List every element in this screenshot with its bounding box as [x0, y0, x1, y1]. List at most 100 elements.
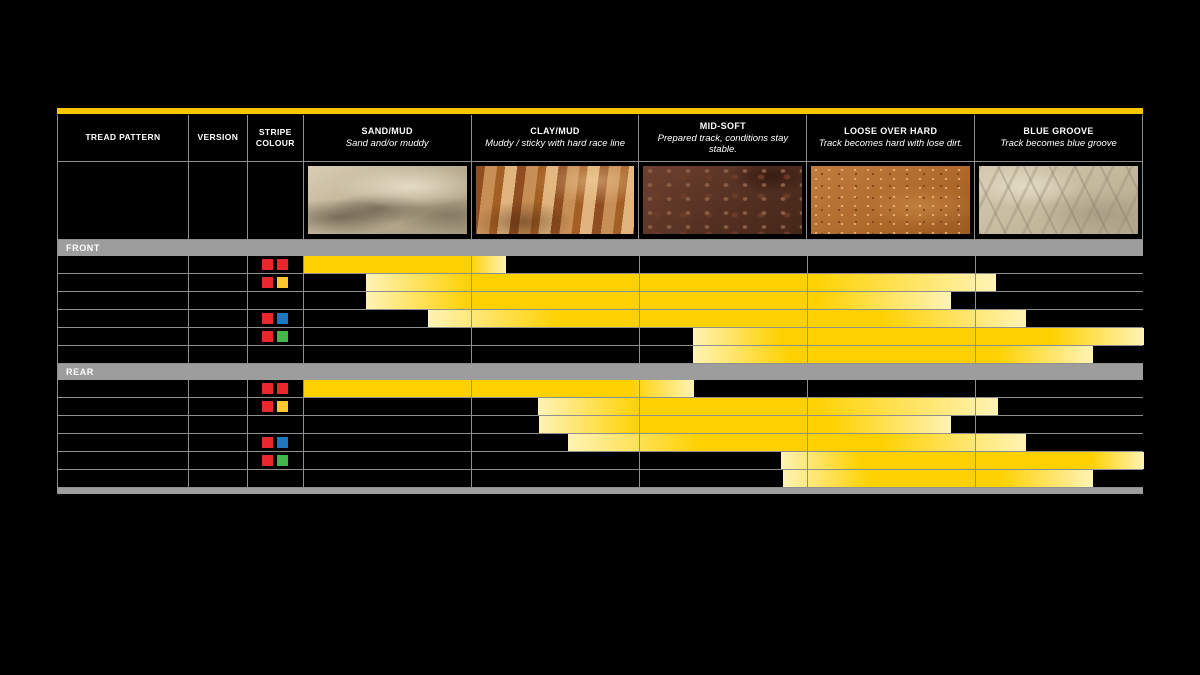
stripe-swatch-yellow: [277, 401, 289, 412]
stripe-colour-cell: [248, 434, 304, 451]
version-cell: [189, 398, 248, 415]
version-cell: [189, 292, 248, 309]
version-label: VERSION: [197, 132, 239, 143]
terrain-suitability-track: [303, 274, 1143, 291]
version-cell: [189, 452, 248, 469]
bluegroove-photo: [979, 166, 1138, 234]
terrain-name: CLAY/MUD: [530, 126, 580, 137]
terrain-suitability-track: [303, 434, 1143, 451]
terrain-suitability-track: [303, 416, 1143, 433]
stripe-colour-cell: [248, 274, 304, 291]
terrain-desc: Muddy / sticky with hard race line: [485, 138, 625, 150]
suitability-bar: [538, 416, 951, 433]
terrain-photo-row: [58, 162, 1143, 240]
stripe-swatch-red: [277, 383, 289, 394]
terrain-photo-cell: [975, 162, 1143, 239]
version-cell: [189, 416, 248, 433]
stripe-colour-header: STRIPE COLOUR: [248, 115, 304, 161]
stripe-colour-cell: [248, 470, 304, 487]
stripe-colour-cell: [248, 416, 304, 433]
version-cell: [189, 328, 248, 345]
table-row: [58, 328, 1144, 346]
stripe-swatch-red: [262, 437, 274, 448]
stripe-swatch-green: [277, 455, 289, 466]
table-row: [58, 470, 1143, 488]
stripe-colour-cell: [248, 380, 304, 397]
table-row: [58, 346, 1143, 364]
clay-photo: [475, 166, 635, 234]
terrain-suitability-track: [303, 470, 1143, 487]
table-row: [58, 416, 1143, 434]
stripe-colour-cell: [248, 292, 304, 309]
terrain-header-clay: CLAY/MUD Muddy / sticky with hard race li…: [472, 115, 640, 161]
tread-pattern-label: TREAD PATTERN: [85, 132, 161, 143]
tread-pattern-cell: [58, 328, 189, 345]
tread-pattern-cell: [58, 310, 189, 327]
table-row: [58, 398, 1143, 416]
terrain-desc: Track becomes hard with lose dirt.: [818, 138, 963, 150]
stripe-colour-cell: [248, 256, 304, 273]
version-cell: [189, 470, 248, 487]
suitability-bar: [427, 310, 1026, 327]
suitability-bar: [780, 452, 1144, 469]
table-row: [58, 310, 1143, 328]
accent-bar: [57, 108, 1143, 114]
suitability-bar: [692, 328, 1144, 345]
sand-photo: [307, 166, 467, 234]
version-cell: [189, 310, 248, 327]
version-cell: [189, 274, 248, 291]
stripe-colour-cell: [248, 310, 304, 327]
empty-cell: [58, 162, 189, 239]
tread-pattern-cell: [58, 470, 189, 487]
stripe-swatch-red: [262, 277, 274, 288]
stripe-swatch-red: [262, 313, 274, 324]
suitability-bar: [782, 470, 1093, 487]
terrain-suitability-track: [303, 452, 1144, 469]
stripe-swatch-blue: [277, 313, 289, 324]
stripe-swatch-red: [262, 455, 274, 466]
terrain-suitability-track: [303, 310, 1143, 327]
terrain-desc: Track becomes blue groove: [1000, 138, 1117, 150]
terrain-suitability-track: [303, 380, 1143, 397]
tread-pattern-cell: [58, 398, 189, 415]
suitability-bar: [537, 398, 998, 415]
table-row: [58, 256, 1143, 274]
terrain-name: BLUE GROOVE: [1023, 126, 1094, 137]
terrain-desc: Prepared track, conditions stay stable.: [657, 132, 789, 155]
version-cell: [189, 346, 248, 363]
suitability-bar: [365, 292, 951, 309]
terrain-photo-cell: [304, 162, 472, 239]
tread-pattern-cell: [58, 434, 189, 451]
terrain-header-sand: SAND/MUD Sand and/or muddy: [304, 115, 472, 161]
tread-pattern-cell: [58, 452, 189, 469]
stripe-colour-cell: [248, 398, 304, 415]
stripe-swatch-red: [262, 259, 274, 270]
terrain-suitability-track: [303, 346, 1143, 363]
terrain-header-bluegroove: BLUE GROOVE Track becomes blue groove: [975, 115, 1143, 161]
terrain-suitability-track: [303, 292, 1143, 309]
terrain-suitability-track: [303, 398, 1143, 415]
terrain-name: MID-SOFT: [699, 120, 747, 131]
terrain-photo-cell: [807, 162, 976, 239]
version-cell: [189, 434, 248, 451]
terrain-photo-cell: [639, 162, 808, 239]
stripe-colour-cell: [248, 346, 304, 363]
version-header: VERSION: [189, 115, 248, 161]
terrain-desc: Sand and/or muddy: [345, 138, 429, 150]
tread-pattern-cell: [58, 416, 189, 433]
midsoft-photo: [643, 166, 803, 234]
table-row: [58, 452, 1144, 470]
stripe-swatch-yellow: [277, 277, 289, 288]
suitability-bar: [303, 256, 506, 273]
terrain-name: SAND/MUD: [361, 126, 413, 137]
bottom-bar: [58, 488, 1143, 494]
terrain-suitability-track: [303, 256, 1143, 273]
terrain-name: LOOSE OVER HARD: [844, 126, 938, 137]
table-row: [58, 380, 1143, 398]
stripe-swatch-red: [262, 401, 274, 412]
tread-pattern-cell: [58, 292, 189, 309]
section-bar-rear: REAR: [58, 364, 1143, 380]
suitability-bar: [303, 380, 694, 397]
version-cell: [189, 380, 248, 397]
